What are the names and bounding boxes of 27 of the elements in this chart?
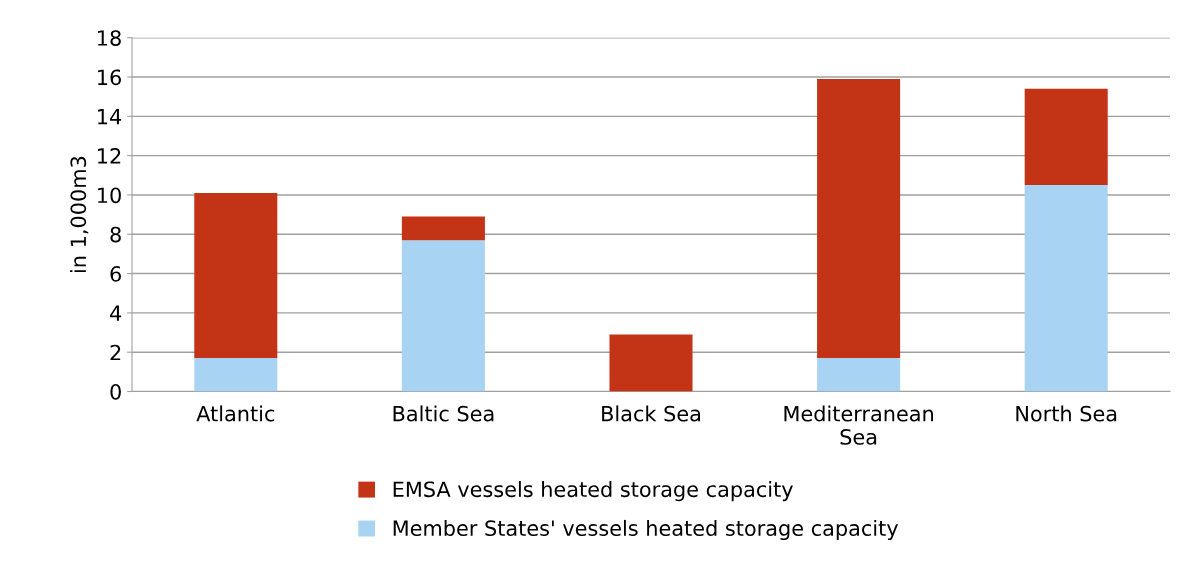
y-tick-label: 4: [110, 305, 122, 321]
bar: [401, 240, 485, 392]
y-tick-label: 10: [98, 187, 121, 204]
bar: [817, 78, 901, 359]
bar: [1024, 88, 1108, 186]
y-axis-title: in 1,000m3: [70, 156, 89, 273]
bar: [401, 216, 485, 241]
y-tick-label: 8: [110, 226, 121, 243]
y-tick-label: 2: [110, 344, 121, 361]
y-tick-label: 16: [98, 69, 121, 86]
x-tick-label: Mediterranean Sea: [784, 405, 933, 445]
bar: [194, 192, 278, 359]
legend-label: Member States' vessels heated storage capacity: [393, 519, 898, 541]
bar: [194, 358, 278, 392]
x-tick-label: North Sea: [1016, 405, 1117, 422]
bar: [817, 358, 901, 392]
legend-label: EMSA vessels heated storage capacity: [393, 481, 793, 502]
bar: [1024, 185, 1108, 392]
x-tick-label: Baltic Sea: [393, 405, 494, 422]
y-tick-label: 12: [98, 148, 121, 164]
y-tick-label: 0: [110, 383, 121, 400]
x-tick-label: Black Sea: [602, 405, 701, 422]
y-tick-label: 18: [98, 30, 121, 46]
y-tick-label: 14: [98, 109, 122, 125]
bar: [609, 334, 693, 392]
x-tick-label: Atlantic: [196, 405, 275, 422]
y-tick-label: 6: [110, 266, 121, 282]
